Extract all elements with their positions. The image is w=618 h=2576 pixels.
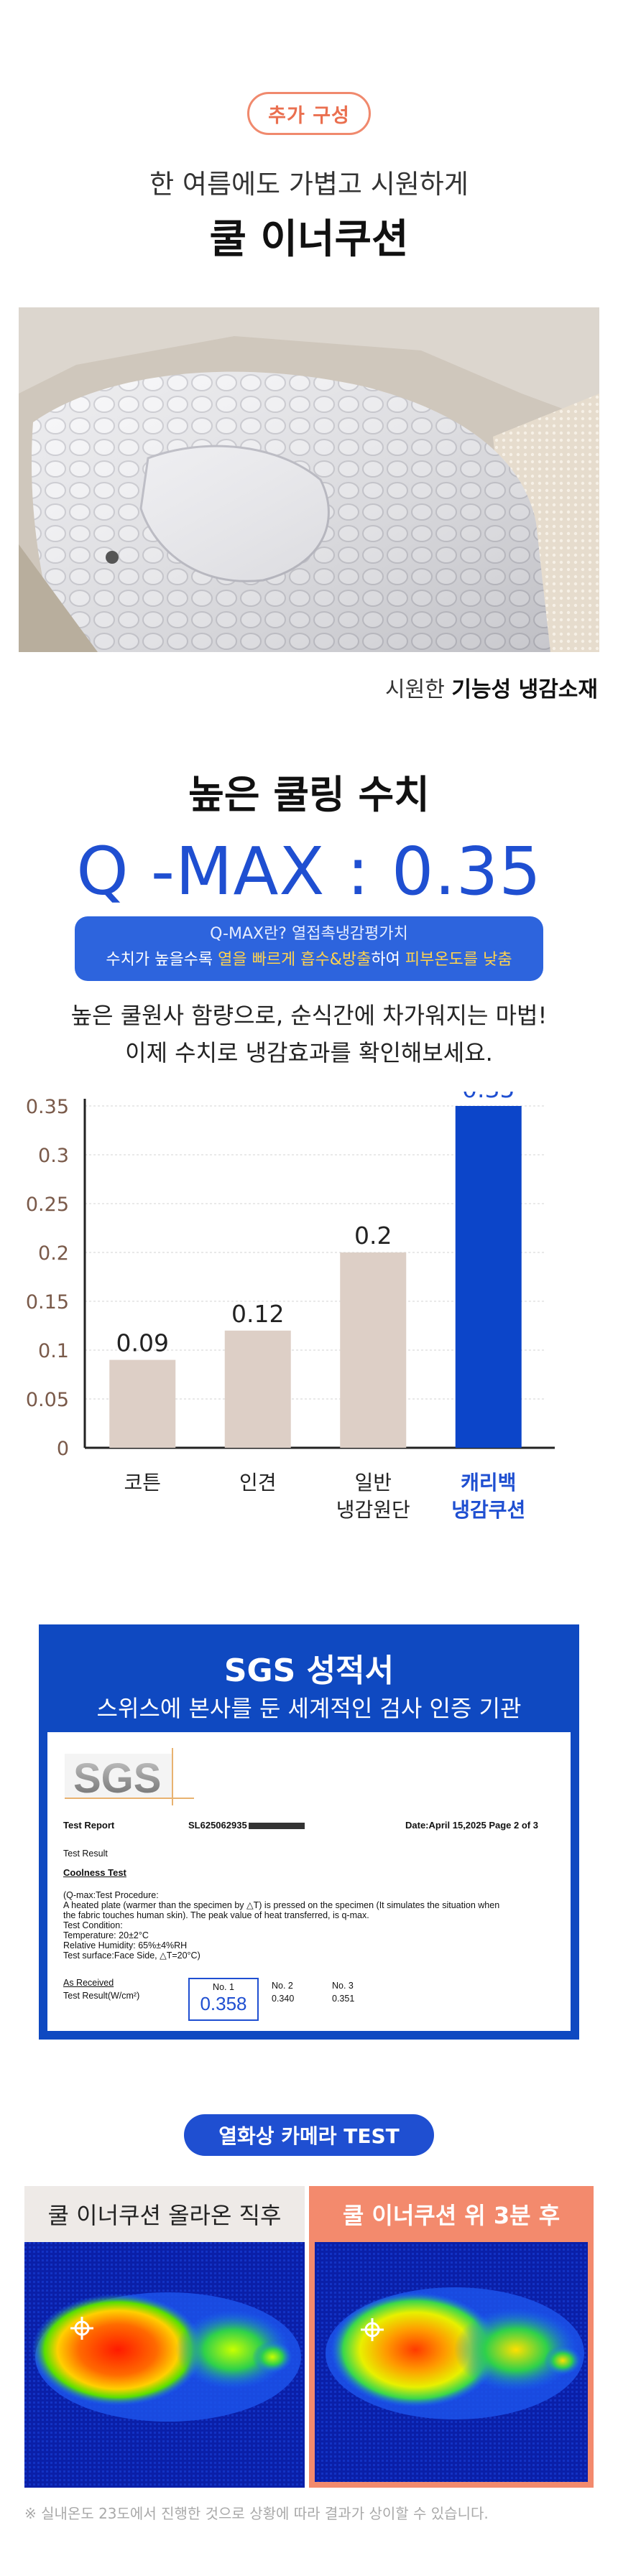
procedure-line: Test Condition: (63, 1920, 123, 1930)
qmax-description: 높은 쿨원사 함량으로, 순식간에 차가워지는 마법! 이제 수치로 냉감효과를… (70, 1002, 548, 1066)
bar (109, 1359, 176, 1448)
thermal-image-after (315, 2242, 588, 2482)
bar-value-label: 0.09 (116, 1329, 169, 1357)
bar-value-label: 0.35 (462, 1092, 515, 1103)
bar-value-label: 0.2 (354, 1222, 392, 1250)
thermal-panel-before: 쿨 이너쿠션 올라온 직후 (24, 2186, 305, 2488)
result-no2-value: 0.340 (272, 1994, 295, 2004)
x-category-label: 일반 냉감원단 (336, 1471, 410, 1522)
procedure-line: the fabric touches human skin). The peak… (63, 1910, 369, 1920)
report-number: SL625062935 (188, 1820, 305, 1831)
coolness-test-label: Coolness Test (63, 1867, 126, 1878)
sgs-certificate-section: SGS 성적서 스위스에 본사를 둔 세계적인 검사 인증 기관 SGS (39, 1624, 579, 2040)
sgs-report-document: SGS Test Report SL625062935 Date:April 1… (47, 1732, 571, 2031)
procedure-line: Temperature: 20±2°C (63, 1930, 149, 1940)
photo-caption: 시원한 기능성 냉감소재 (385, 677, 598, 702)
qmax-value: Q -MAX : 0.35 (76, 833, 542, 910)
result-no2-label: No. 2 (272, 1981, 293, 1991)
qmax-definition: Q-MAX란? 열접촉냉감평가치 (210, 925, 408, 943)
test-result-label: Test Result (63, 1849, 108, 1859)
report-label: Test Report (63, 1820, 115, 1831)
y-tick-label: 0 (57, 1438, 69, 1460)
y-tick-label: 0.05 (26, 1389, 69, 1411)
thermal-after-label: 쿨 이너쿠션 위 3분 후 (342, 2202, 561, 2229)
y-tick-label: 0.15 (26, 1291, 69, 1313)
qmax-heading: 높은 쿨링 수치 (188, 772, 430, 817)
report-date: Date:April 15,2025 Page 2 of 3 (405, 1820, 538, 1831)
bar-value-label: 0.12 (231, 1300, 284, 1328)
sgs-subtitle: 스위스에 본사를 둔 세계적인 검사 인증 기관 (96, 1695, 522, 1722)
y-tick-label: 0.3 (38, 1145, 69, 1167)
footnote: ※ 실내온도 23도에서 진행한 것으로 상황에 따라 결과가 상이할 수 있습… (24, 2505, 489, 2522)
y-tick-label: 0.2 (38, 1242, 69, 1265)
result-no1-box: No. 1 0.358 (188, 1978, 259, 2021)
procedure-line: Relative Humidity: 65%±4%RH (63, 1940, 188, 1950)
y-tick-label: 0.1 (38, 1340, 69, 1362)
extra-component-tag: 추가 구성 (247, 92, 371, 135)
x-category-label: 인견 (239, 1471, 277, 1494)
thermal-before-label: 쿨 이너쿠션 올라온 직후 (24, 2186, 305, 2242)
qmax-bar-chart: 0 0.05 0.1 0.15 0.2 0.25 0.3 0.35 0.09 코튼 0.12 인견 0.… (0, 1075, 618, 1594)
svg-text:SGS: SGS (73, 1755, 162, 1802)
thermal-panel-after: 쿨 이너쿠션 위 3분 후 (309, 2186, 594, 2488)
sgs-title: SGS 성적서 (223, 1652, 395, 1689)
qmax-definition-box: Q-MAX란? 열접촉냉감평가치 수치가 높을수록 열을 빠르게 흡수&방출하여… (75, 916, 543, 981)
bar (455, 1106, 522, 1448)
result-no3-label: No. 3 (332, 1981, 354, 1991)
bar (224, 1330, 291, 1448)
thermal-test-pill: 열화상 카메라 TEST (184, 2114, 434, 2156)
result-unit-label: Test Result(W/cm²) (63, 1991, 140, 2001)
thermal-image-before (24, 2242, 305, 2488)
bar (340, 1252, 407, 1448)
intro-title: 쿨 이너쿠션 (209, 216, 409, 263)
as-received-label: As Received (63, 1978, 114, 1988)
intro-subtitle: 한 여름에도 가볍고 시원하게 (149, 169, 469, 200)
qmax-bar-chart-svg: 0 0.05 0.1 0.15 0.2 0.25 0.3 0.35 0.09 코튼 0.12 인견 0.… (26, 1075, 555, 1522)
procedure-line: A heated plate (warmer than the specimen… (63, 1900, 500, 1910)
procedure-line: Test surface:Face Side, △T=20°C) (63, 1950, 200, 1961)
result-no3-value: 0.351 (332, 1994, 355, 2004)
sgs-logo: SGS (65, 1748, 194, 1805)
procedure-line: (Q-max:Test Procedure: (63, 1890, 159, 1900)
qmax-explanation: 수치가 높을수록 열을 빠르게 흡수&방출하여 피부온도를 낮춤 (106, 951, 512, 969)
x-category-label: 캐리백 냉감쿠션 (451, 1471, 525, 1522)
test-procedure: (Q-max:Test Procedure: A heated plate (wa… (63, 1890, 559, 1961)
x-category-label: 코튼 (124, 1471, 161, 1494)
y-tick-label: 0.25 (26, 1194, 69, 1216)
y-tick-label: 0.35 (26, 1096, 69, 1118)
cushion-photo (19, 307, 599, 652)
